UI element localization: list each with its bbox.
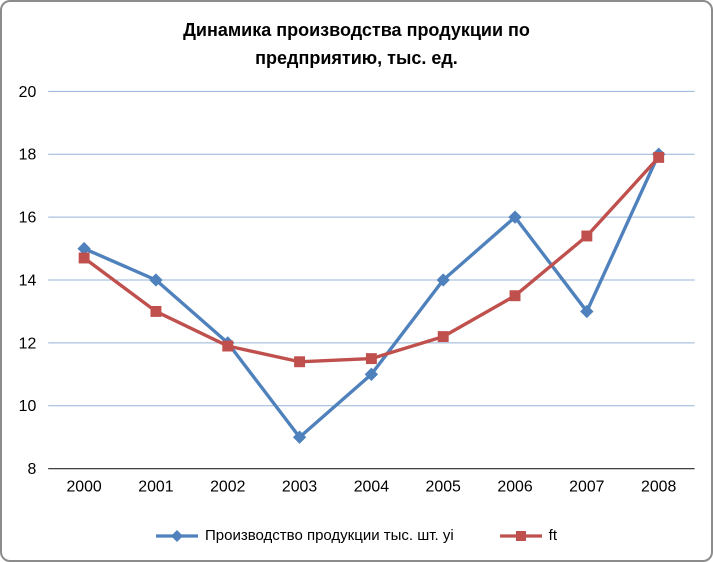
svg-text:2006: 2006 bbox=[497, 478, 532, 495]
svg-text:2001: 2001 bbox=[138, 478, 173, 495]
legend-item-ft[interactable]: ft bbox=[499, 527, 557, 544]
svg-text:16: 16 bbox=[19, 210, 37, 227]
svg-text:2000: 2000 bbox=[66, 478, 101, 495]
chart-title[interactable]: Динамика производства продукции по предп… bbox=[2, 16, 711, 72]
svg-text:2005: 2005 bbox=[426, 478, 461, 495]
svg-text:2004: 2004 bbox=[354, 478, 389, 495]
svg-text:12: 12 bbox=[19, 335, 37, 352]
legend-label-ft: ft bbox=[548, 527, 557, 544]
legend-line-diamond-icon bbox=[155, 528, 198, 544]
svg-text:2008: 2008 bbox=[641, 478, 676, 495]
svg-text:20: 20 bbox=[19, 84, 37, 101]
legend-line-square-icon bbox=[499, 528, 542, 544]
svg-text:2003: 2003 bbox=[282, 478, 317, 495]
svg-text:10: 10 bbox=[19, 398, 37, 415]
svg-text:14: 14 bbox=[19, 272, 37, 289]
svg-text:18: 18 bbox=[19, 147, 37, 164]
chart-title-line1: Динамика производства продукции по bbox=[183, 20, 530, 40]
legend-item-production[interactable]: Производство продукции тыс. шт. yi bbox=[155, 527, 454, 544]
chart-title-line2: предприятию, тыс. ед. bbox=[255, 48, 458, 68]
svg-text:8: 8 bbox=[27, 461, 36, 478]
legend-label-production: Производство продукции тыс. шт. yi bbox=[204, 527, 454, 544]
svg-text:2002: 2002 bbox=[210, 478, 245, 495]
svg-text:2007: 2007 bbox=[569, 478, 604, 495]
legend: Производство продукции тыс. шт. yi ft bbox=[2, 527, 711, 544]
